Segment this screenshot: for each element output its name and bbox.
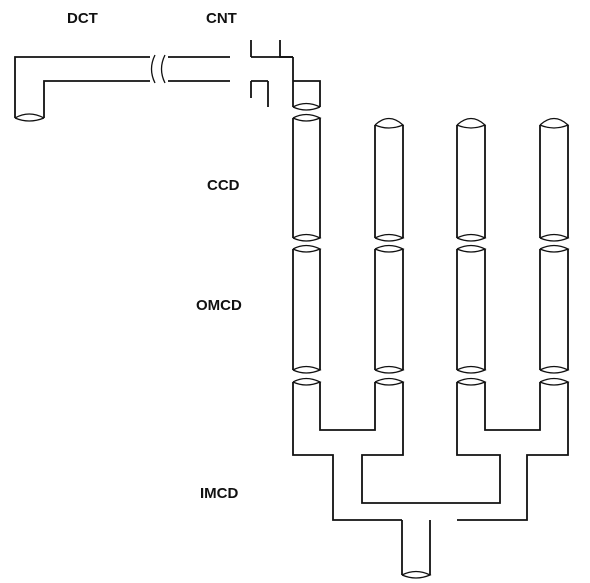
imcd-merge-left bbox=[292, 382, 404, 521]
column-2-ccd bbox=[374, 117, 405, 242]
dct-tube bbox=[14, 56, 150, 122]
column-4-omcd bbox=[539, 244, 570, 374]
column-4-ccd bbox=[539, 117, 570, 242]
label-omcd: OMCD bbox=[196, 297, 242, 314]
imcd-outlet bbox=[401, 520, 432, 579]
label-dct: DCT bbox=[67, 10, 98, 27]
label-cnt: CNT bbox=[206, 10, 237, 27]
column-3-ccd bbox=[456, 117, 487, 242]
column-1-ccd bbox=[292, 113, 322, 242]
column-2-omcd bbox=[374, 244, 405, 374]
label-imcd: IMCD bbox=[200, 485, 239, 502]
cnt-tube bbox=[292, 80, 321, 111]
dct-break-marks bbox=[150, 54, 166, 84]
imcd-tops bbox=[292, 377, 570, 386]
column-1-omcd bbox=[292, 244, 322, 374]
dct-cnt-connection bbox=[168, 40, 294, 107]
imcd-merge-right bbox=[402, 382, 569, 521]
column-3-omcd bbox=[456, 244, 487, 374]
label-ccd: CCD bbox=[207, 177, 240, 194]
